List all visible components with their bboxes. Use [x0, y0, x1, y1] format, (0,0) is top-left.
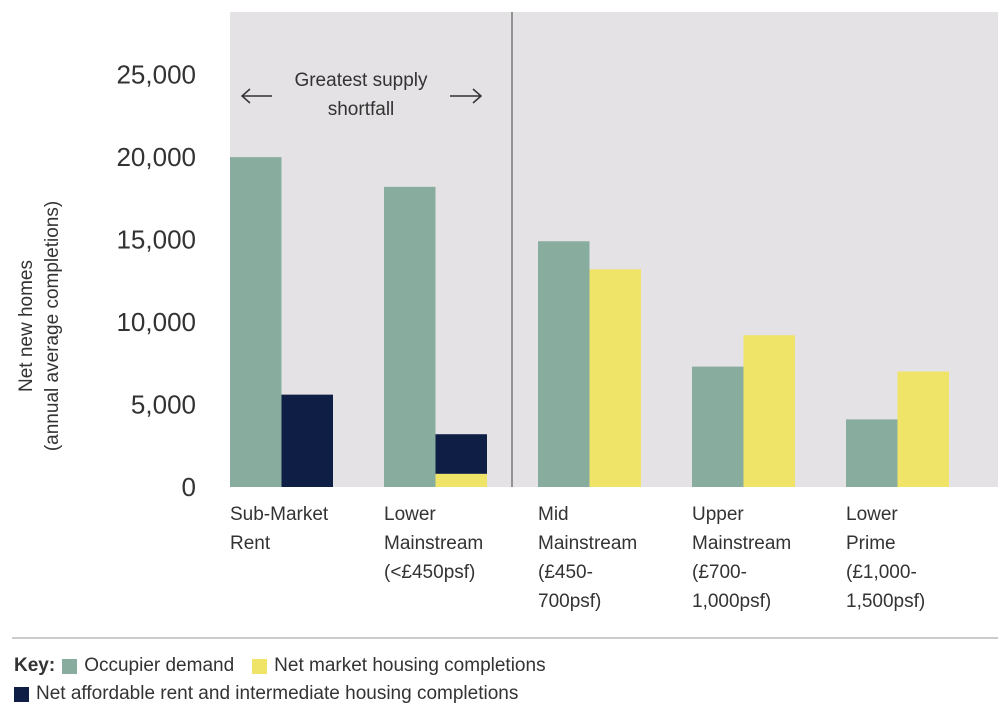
legend-label: Occupier demand: [84, 655, 235, 676]
bar: [435, 434, 487, 474]
legend-row: Key: Occupier demand Net market housing co…: [14, 652, 564, 680]
legend-label: Net market housing completions: [274, 655, 546, 676]
y-tick-label: 5,000: [131, 390, 196, 420]
bar: [435, 473, 487, 487]
x-tick-label: Upper Mainstream (£700- 1,000psf): [692, 504, 792, 612]
bar: [589, 269, 641, 487]
legend: Key: Occupier demand Net market housing co…: [14, 652, 564, 708]
y-tick-label: 25,000: [116, 60, 196, 90]
y-tick-label: 15,000: [116, 225, 196, 255]
x-tick-label: Sub-Market Rent: [230, 504, 329, 554]
legend-item: Net market housing completions: [252, 652, 546, 680]
x-tick-label: Lower Mainstream (<£450psf): [384, 504, 484, 583]
bar: [384, 186, 436, 487]
y-tick-label: 20,000: [116, 142, 196, 172]
legend-swatch: [14, 686, 29, 702]
legend-item: Net affordable rent and intermediate hou…: [14, 680, 518, 708]
y-tick-label: 10,000: [116, 307, 196, 337]
x-tick-label: Mid Mainstream (£450- 700psf): [538, 504, 638, 612]
bar: [538, 241, 590, 487]
legend-item: Occupier demand: [62, 652, 234, 680]
y-tick-label: 0: [182, 472, 196, 502]
bar: [743, 335, 795, 487]
legend-title: Key:: [14, 655, 56, 676]
arrows: [240, 88, 483, 104]
legend-swatch: [62, 658, 78, 674]
bar: [281, 394, 333, 487]
x-tick-label: Lower Prime (£1,000- 1,500psf): [846, 504, 926, 612]
legend-swatch: [252, 658, 268, 674]
legend-row: Net affordable rent and intermediate hou…: [14, 680, 564, 708]
bar: [692, 366, 744, 487]
bar: [846, 419, 898, 487]
annotation: Greatest supply shortfall: [294, 70, 428, 120]
y-axis-label: Net new homes (annual average completion…: [16, 200, 63, 452]
bar: [897, 371, 949, 487]
legend-label: Net affordable rent and intermediate hou…: [36, 683, 519, 704]
bar: [230, 157, 282, 487]
